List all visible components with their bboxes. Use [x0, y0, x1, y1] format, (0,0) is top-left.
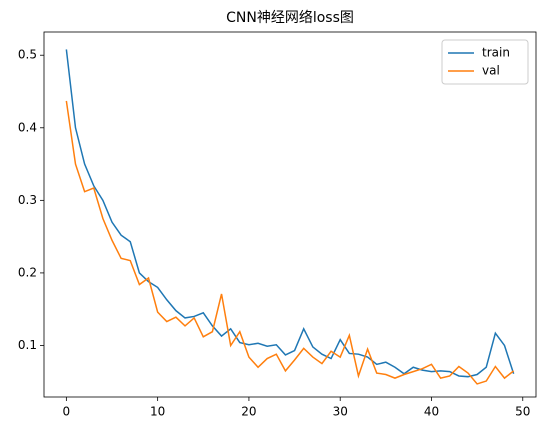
x-tick-label: 20 [241, 405, 256, 419]
x-tick-label: 50 [515, 405, 530, 419]
y-tick-label: 0.2 [18, 265, 37, 279]
y-tick-label: 0.4 [18, 120, 37, 134]
line-series [65, 49, 515, 378]
x-tick-label: 0 [63, 405, 71, 419]
legend-label: val [482, 64, 500, 78]
legend-box [441, 39, 529, 85]
y-tick-label: 0.5 [18, 48, 37, 62]
line-series [65, 100, 515, 385]
y-tick-label: 0.3 [18, 193, 37, 207]
x-tick-label: 40 [424, 405, 439, 419]
x-tick-label: 10 [150, 405, 165, 419]
y-tick-label: 0.1 [18, 338, 37, 352]
legend-label: train [482, 46, 510, 60]
x-tick-label: 30 [333, 405, 348, 419]
chart-title: CNN神经网络loss图 [226, 10, 354, 26]
axes-frame [43, 31, 537, 398]
